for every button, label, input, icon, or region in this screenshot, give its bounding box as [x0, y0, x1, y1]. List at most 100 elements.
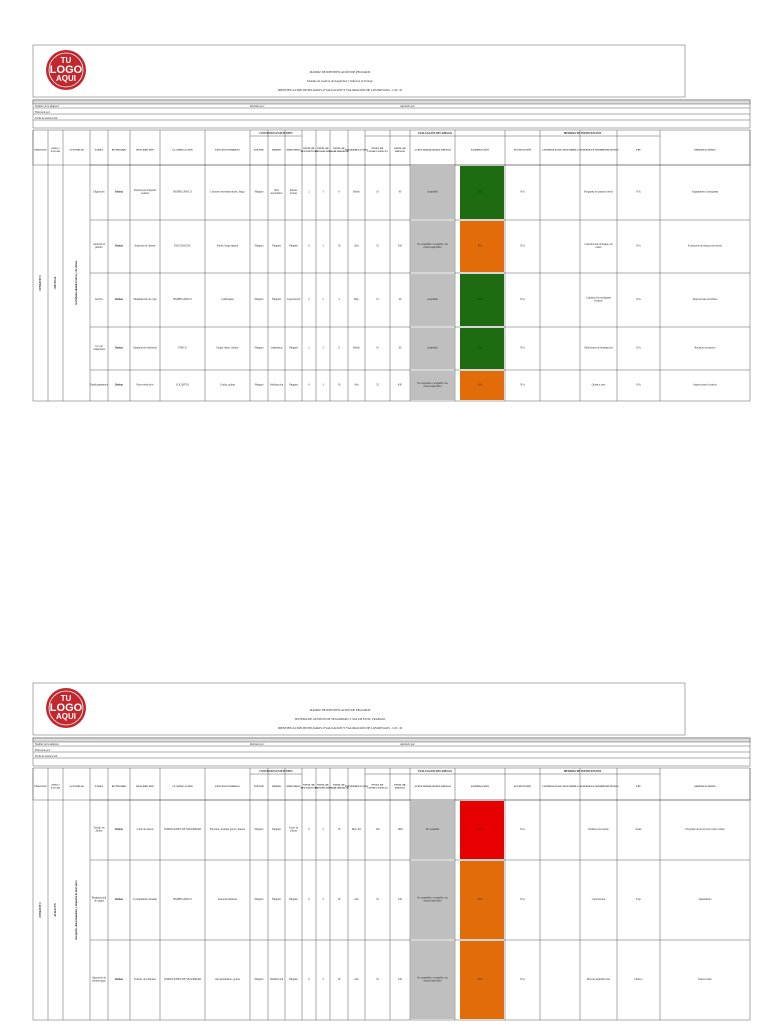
risk-level-cell — [410, 274, 455, 326]
cell-text: Rutina — [115, 347, 123, 350]
cell-text: 6 — [338, 191, 340, 194]
cell-text: Señalización — [270, 384, 284, 387]
cell-text: Ninguno — [289, 347, 299, 350]
column-header: NIVEL DE EXPOSICIÓN — [315, 784, 331, 790]
cell-text: 3 — [322, 978, 324, 981]
cell-text: N/A — [478, 384, 483, 387]
column-header: NIVEL DE DEFICIENCIA — [301, 784, 318, 790]
logo-text: AQUI — [56, 74, 76, 83]
cell-text: Plan de seguridad vial — [587, 978, 610, 981]
cell-text: Lesiones osteomusculares, fatiga — [210, 191, 245, 194]
cell-text: 3 — [322, 347, 324, 350]
cell-text: 3 — [322, 828, 324, 831]
cell-text: 18 — [338, 828, 341, 831]
cell-text: Manipulación de cargas — [92, 897, 107, 903]
group-label: Actividades administrativas y de oficina — [75, 260, 78, 305]
cell-text: 4 — [338, 298, 340, 301]
column-header-bg — [32, 767, 751, 801]
risk-level-cell — [410, 941, 455, 1019]
column-header: NIVEL DE PROBABILIDAD — [329, 147, 349, 153]
cell-text: 25 — [376, 898, 379, 901]
info-label: Revisado por: — [250, 105, 265, 108]
column-header: MEDIO — [272, 785, 281, 788]
column-header: INTERPRETACIÓN — [345, 149, 368, 152]
cell-text: No aceptable o aceptable con control espe… — [417, 897, 448, 903]
cell-text: BIOMECÁNICO — [173, 298, 191, 301]
cell-text: Aceptable — [427, 298, 438, 301]
cell-text: Iluminación deficiente — [133, 347, 157, 350]
logo-text: TU — [61, 694, 72, 703]
cell-text: Evaluación de riesgo psicosocial — [688, 245, 722, 248]
cell-text: No aceptable — [426, 828, 440, 831]
column-header: FUENTE — [254, 149, 264, 152]
cell-text: Aceptable — [427, 347, 438, 350]
column-header: OBSERVACIONES — [694, 785, 716, 788]
cell-text: 6 — [308, 384, 310, 387]
info-label: Revisado por: — [250, 743, 265, 746]
column-header: ZONA / LUGAR — [51, 784, 60, 790]
acceptability-cell — [460, 221, 504, 272]
cell-text: CONDICIONES DE SEGURIDAD — [164, 828, 201, 831]
cell-text: 60 — [399, 191, 402, 194]
logo-ring — [48, 690, 84, 726]
cell-text: N/A — [478, 978, 483, 981]
cell-text: Lesiones lumbares — [218, 898, 237, 901]
risk-level-cell — [410, 861, 455, 939]
cell-text: 6 — [308, 898, 310, 901]
section-title: MEDIDAS DE INTERVENCIÓN — [564, 770, 602, 773]
cell-text: Curso de alturas — [289, 827, 299, 833]
cell-text: N/A — [636, 298, 641, 301]
cell-text: 2 — [308, 347, 310, 350]
acceptability-cell — [460, 371, 504, 400]
cell-text: Mediciones de iluminación — [584, 347, 613, 350]
cell-text: Caída de alturas — [137, 828, 154, 831]
cell-text: Caídas, golpes — [220, 384, 235, 387]
cell-text: FÍSICO — [178, 347, 186, 350]
logo — [46, 688, 86, 728]
cell-text: Tránsito de vehículos — [134, 978, 156, 981]
cell-text: Luminarias — [271, 347, 283, 350]
cell-text: Capacitación en manejo de estrés — [584, 243, 613, 249]
column-header: ACEPTABILIDAD DEL RIESGO — [414, 149, 451, 152]
cell-text: N/A — [520, 828, 525, 831]
cell-text: N/A — [636, 191, 641, 194]
cell-text: Ninguno — [272, 898, 282, 901]
risk-level-cell — [410, 166, 455, 219]
column-header: CONTROLES ADMINISTRATIVOS — [578, 149, 619, 152]
cell-text: 2 — [308, 191, 310, 194]
cell-text: Operación de montacargas — [92, 977, 107, 983]
cell-text: N/A — [520, 298, 525, 301]
cell-text: Bajo — [354, 298, 360, 301]
cell-text: 450 — [398, 898, 403, 901]
cell-text: Alto — [354, 978, 359, 981]
cell-text: BIOMECÁNICO — [173, 898, 191, 901]
cell-text: N/A — [520, 384, 525, 387]
section-title: EVALUACIÓN DEL RIESGO — [418, 770, 452, 773]
column-header-bg — [32, 129, 751, 166]
cell-text: Alto — [354, 898, 359, 901]
cell-text: N/A — [478, 898, 483, 901]
column-header: NIVEL DE PROBABILIDAD — [329, 784, 349, 790]
cell-text: N/A — [478, 298, 483, 301]
cell-text: Ninguno — [254, 978, 264, 981]
column-header: FUENTE — [254, 785, 264, 788]
cell-text: Estrés, fatiga mental — [217, 245, 239, 248]
info-label: Nombre de la empresa: — [35, 743, 59, 746]
cell-text: Rutina — [115, 191, 123, 194]
cell-text: Seguimiento — [698, 898, 712, 901]
column-header: ZONA / LUGAR — [51, 147, 60, 153]
cell-text: Lumbalgias — [221, 298, 233, 301]
cell-text: N/A — [520, 898, 525, 901]
header-line: SISTEMA DE GESTIÓN DE SEGURIDAD Y SALUD … — [295, 716, 386, 721]
cell-text: 18 — [338, 384, 341, 387]
column-header: NIVEL DE CONSECUENCIA — [367, 784, 387, 790]
info-label: Fecha de elaboración: — [35, 755, 58, 758]
logo-text: LOGO — [50, 64, 83, 76]
logo-ring — [48, 52, 84, 88]
info-label: Aprobado por: — [400, 743, 415, 746]
cell-text: Aceptable — [427, 191, 438, 194]
cell-text: 6 — [308, 828, 310, 831]
cell-text: Programa de pausas activas — [584, 191, 613, 194]
